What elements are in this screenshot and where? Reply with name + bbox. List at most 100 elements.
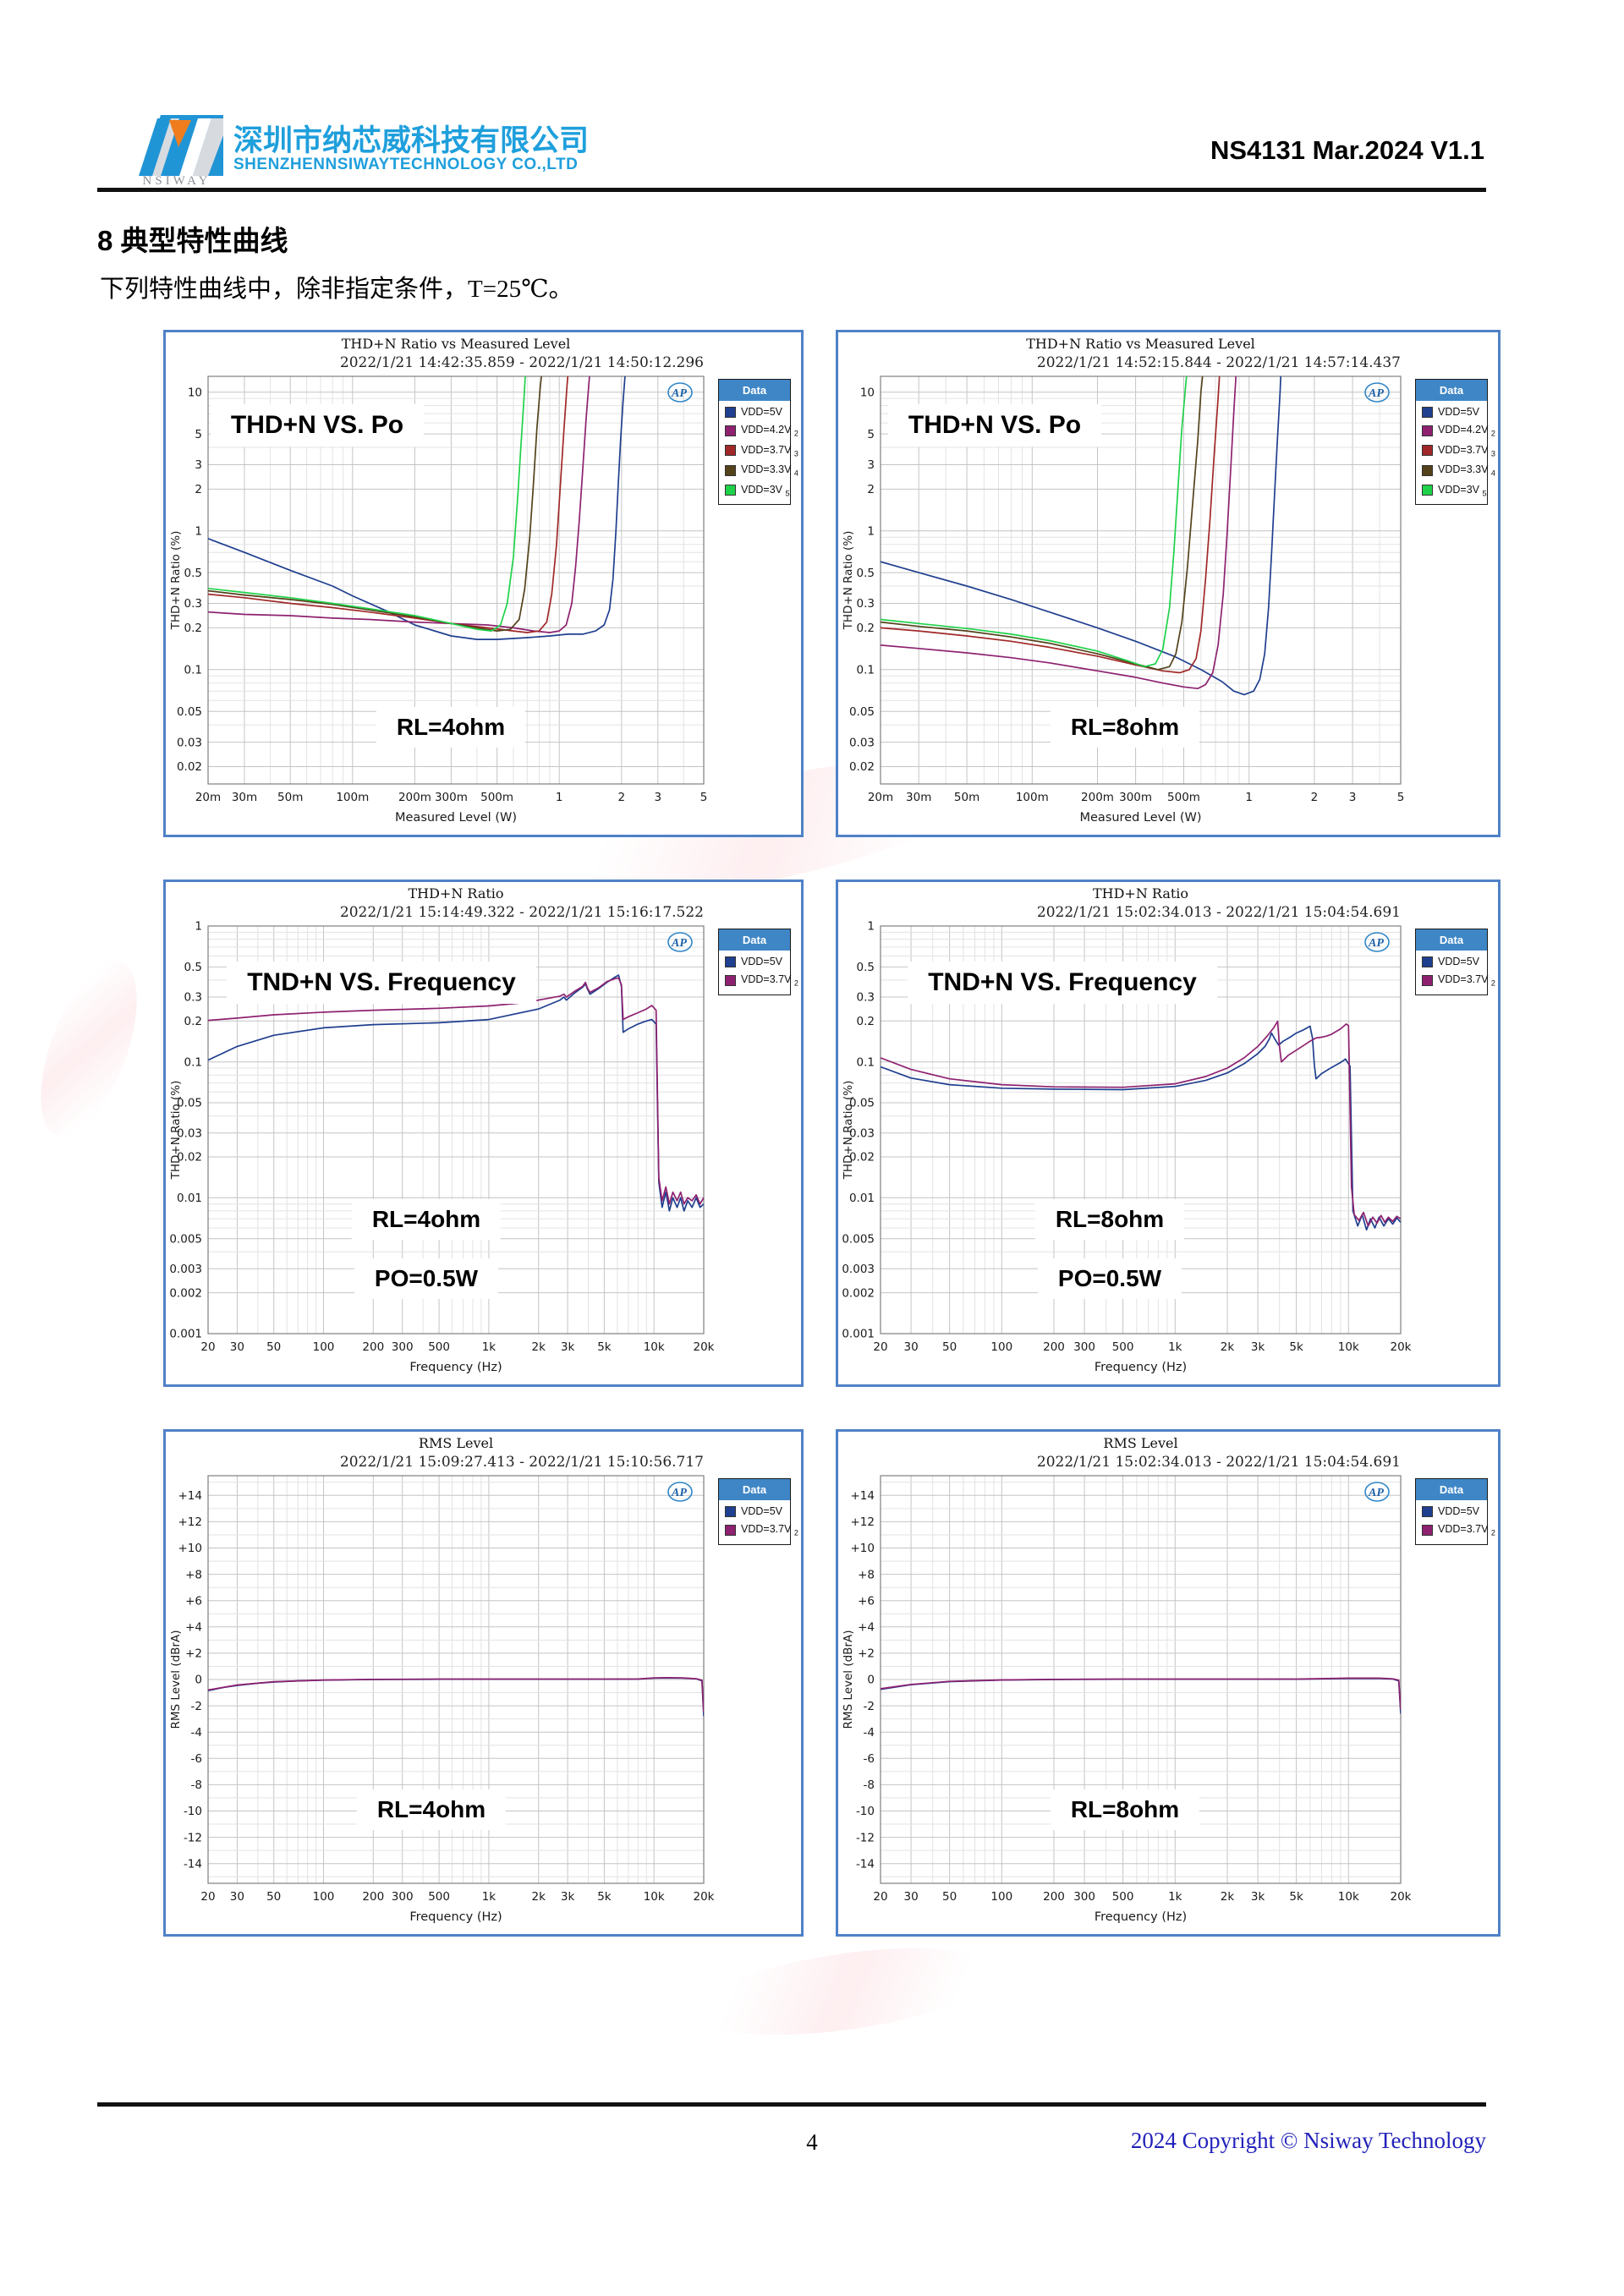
svg-text:0.005: 0.005: [842, 1232, 875, 1246]
svg-text:0.001: 0.001: [169, 1328, 202, 1341]
page-number: 4: [806, 2129, 818, 2155]
svg-text:+2: +2: [858, 1647, 875, 1661]
svg-text:AP: AP: [1368, 937, 1384, 950]
svg-text:-10: -10: [856, 1805, 875, 1818]
svg-text:2k: 2k: [1221, 1340, 1235, 1354]
chart-title: THD+N Ratio vs Measured Level: [341, 336, 571, 352]
legend-header: Data: [1416, 1479, 1487, 1500]
chart-panel-thdn-vs-po-8ohm: 20m 30m 50m 100m 200m 300m 500m 1 2 3 5 10 5 3 2 1 0.5 0.…: [836, 330, 1501, 837]
svg-text:-14: -14: [856, 1857, 875, 1871]
legend-swatch-icon: [1422, 974, 1433, 986]
chart-annotation: RL=4ohm: [356, 1789, 507, 1830]
svg-text:THD+N Ratio (%): THD+N Ratio (%): [169, 531, 183, 631]
svg-text:-6: -6: [191, 1752, 202, 1766]
svg-text:10k: 10k: [1338, 1890, 1359, 1904]
svg-text:1: 1: [867, 920, 875, 934]
svg-text:100m: 100m: [1016, 791, 1049, 804]
legend-entry: VDD=3.3V 4: [719, 458, 798, 479]
svg-text:300m: 300m: [435, 791, 468, 804]
svg-text:20m: 20m: [868, 791, 893, 804]
chart-timestamp: 2022/1/21 15:02:34.013 - 2022/1/21 15:04…: [1036, 904, 1401, 921]
chart-annotation: THD+N VS. Po: [210, 404, 425, 447]
ap-logo-icon: AP: [1363, 381, 1392, 408]
legend-swatch-icon: [1422, 1505, 1433, 1517]
legend-swatch-icon: [1422, 406, 1433, 418]
legend-entry: VDD=3.3V 4: [1416, 458, 1495, 479]
svg-text:+14: +14: [851, 1489, 875, 1503]
svg-text:100: 100: [990, 1340, 1012, 1354]
svg-text:+10: +10: [178, 1542, 203, 1555]
legend-entry: VDD=5V: [719, 401, 790, 419]
chart-annotation: PO=0.5W: [1037, 1258, 1182, 1299]
chart-timestamp: 2022/1/21 15:14:49.322 - 2022/1/21 15:16…: [339, 904, 704, 921]
svg-text:0.03: 0.03: [849, 1126, 875, 1140]
chart-plot-svg: 20 30 50 100 200 300 500 1k 2k 3k 5k 10k 20k 1 0.5 0.3 0…: [842, 920, 1412, 1374]
svg-text:2: 2: [195, 483, 202, 496]
svg-text:500: 500: [428, 1890, 450, 1904]
svg-text:3: 3: [655, 791, 662, 804]
svg-text:0.1: 0.1: [184, 1055, 202, 1069]
legend-entry: VDD=4.2V 2: [1416, 419, 1495, 439]
document-title: NS4131 Mar.2024 V1.1: [1210, 135, 1484, 165]
svg-text:0.005: 0.005: [169, 1232, 202, 1246]
svg-text:1: 1: [195, 920, 202, 934]
chart-panel-rms-level-4ohm: 20 30 50 100 200 300 500 1k 2k 3k 5k 10k 20k +14 +12 +1…: [163, 1429, 804, 1937]
svg-text:200m: 200m: [1081, 791, 1114, 804]
legend-entry: VDD=3.7V 2: [719, 968, 798, 995]
svg-text:-8: -8: [864, 1778, 875, 1792]
legend-swatch-icon: [1422, 445, 1433, 457]
chart-legend: Data VDD=5V VDD=4.2V 2 VDD=3.7V 3 VDD=3.3V 4…: [718, 379, 798, 505]
chart-plot-svg: 20 30 50 100 200 300 500 1k 2k 3k 5k 10k 20k 1 0.5 0.3 0…: [169, 920, 715, 1374]
svg-text:Measured Level (W): Measured Level (W): [1080, 811, 1202, 825]
svg-text:-12: -12: [184, 1831, 202, 1844]
svg-text:10: 10: [188, 386, 202, 399]
svg-text:AP: AP: [671, 1487, 687, 1499]
svg-text:+14: +14: [178, 1489, 203, 1503]
svg-text:0.1: 0.1: [857, 1055, 875, 1069]
svg-text:0.05: 0.05: [177, 1097, 202, 1110]
svg-text:1: 1: [1245, 791, 1253, 804]
chart-plot-svg: 20 30 50 100 200 300 500 1k 2k 3k 5k 10k 20k +14 +12 +1…: [842, 1475, 1412, 1924]
legend-header: Data: [719, 929, 790, 951]
svg-text:100: 100: [990, 1890, 1012, 1904]
svg-text:50: 50: [266, 1340, 281, 1354]
svg-text:THD+N Ratio (%): THD+N Ratio (%): [842, 1081, 855, 1181]
svg-text:3: 3: [867, 458, 875, 472]
svg-text:1k: 1k: [482, 1340, 497, 1354]
svg-text:0.3: 0.3: [184, 597, 202, 611]
chart-timestamp: 2022/1/21 14:42:35.859 - 2022/1/21 14:50…: [339, 354, 704, 371]
svg-text:2: 2: [867, 483, 875, 496]
svg-text:1: 1: [556, 791, 563, 804]
svg-text:300: 300: [392, 1340, 414, 1354]
svg-text:3k: 3k: [1251, 1890, 1265, 1904]
chart-annotation: RL=8ohm: [1034, 1199, 1185, 1240]
legend-entry: VDD=5V: [719, 951, 790, 968]
legend-header: Data: [719, 380, 790, 401]
legend-entry: VDD=5V: [1416, 1500, 1487, 1518]
svg-text:50m: 50m: [277, 791, 303, 804]
logo-text: NSIWAY: [142, 174, 211, 188]
svg-text:0: 0: [195, 1674, 202, 1687]
legend-swatch-icon: [725, 1505, 736, 1517]
ap-logo-icon: AP: [667, 381, 695, 408]
legend-swatch-icon: [725, 445, 736, 457]
legend-header: Data: [1416, 929, 1487, 951]
svg-text:RMS Level (dBrA): RMS Level (dBrA): [169, 1630, 183, 1729]
svg-text:0.05: 0.05: [849, 705, 875, 719]
svg-text:+12: +12: [851, 1515, 875, 1529]
svg-text:2: 2: [1311, 791, 1319, 804]
svg-text:AP: AP: [1368, 387, 1384, 400]
svg-text:0.02: 0.02: [849, 760, 875, 774]
company-name-en: SHENZHENNSIWAYTECHNOLOGY CO.,LTD: [233, 156, 579, 173]
svg-text:RMS Level (dBrA): RMS Level (dBrA): [842, 1630, 855, 1729]
legend-swatch-icon: [725, 974, 736, 986]
svg-text:-2: -2: [864, 1700, 875, 1713]
chart-panel-thdn-vs-po-4ohm: 20m 30m 50m 100m 200m 300m 500m 1 2 3 5 10 5 3 2 1 0.5 0.…: [163, 330, 804, 837]
svg-text:1k: 1k: [1168, 1340, 1182, 1354]
svg-text:5: 5: [867, 428, 875, 441]
legend-swatch-icon: [725, 956, 736, 967]
svg-text:-4: -4: [864, 1726, 875, 1740]
svg-text:300: 300: [1073, 1890, 1095, 1904]
svg-text:50: 50: [266, 1890, 281, 1904]
svg-text:+10: +10: [851, 1542, 875, 1555]
